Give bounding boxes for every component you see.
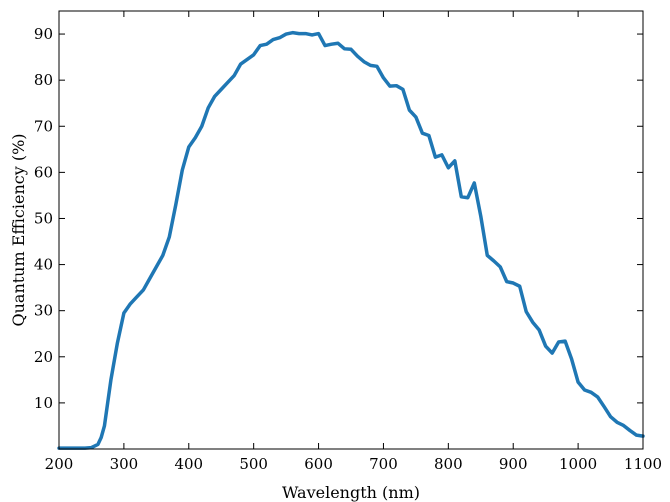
x-tick-label: 400 [174,455,203,473]
series-line-0 [57,30,645,450]
x-tick-label: 700 [369,455,398,473]
x-tick-label: 1100 [624,455,662,473]
y-axis-label: Quantum Efficiency (%) [9,133,28,326]
ticks-layer: 200 300 400 500 600 700 800 900 1000 1100 10 20 30 40… [34,11,662,473]
y-tick-label: 80 [34,71,53,89]
x-tick-label: 500 [239,455,268,473]
x-tick-label: 800 [434,455,463,473]
y-tick-label: 70 [34,117,53,135]
y-tick-label: 20 [34,348,53,366]
y-tick-label: 10 [34,394,53,412]
y-tick-label: 40 [34,256,53,274]
x-tick-label: 600 [304,455,333,473]
y-tick-label: 60 [34,163,53,181]
y-tick-label: 50 [34,209,53,227]
y-tick-label: 90 [34,25,53,43]
x-tick-label: 200 [45,455,74,473]
plot-frame [58,10,644,450]
x-axis-label: Wavelength (nm) [282,483,420,502]
x-tick-label: 1000 [559,455,597,473]
x-tick-label: 900 [499,455,528,473]
x-tick-label: 300 [110,455,139,473]
series-layer [57,30,645,450]
y-tick-label: 30 [34,302,53,320]
